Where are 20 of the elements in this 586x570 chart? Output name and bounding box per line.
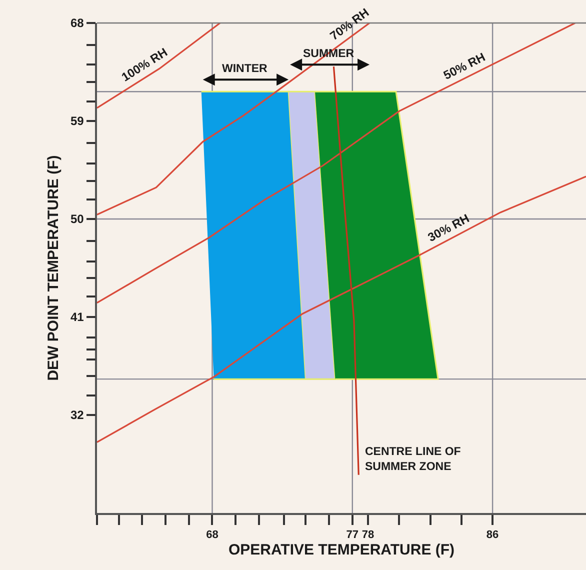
- y-tick-label: 59: [70, 114, 84, 128]
- line-series: [97, 23, 576, 304]
- x-tick-label: 78: [362, 528, 374, 541]
- annotation: WINTER: [222, 63, 268, 75]
- y-tick-label: 68: [70, 16, 84, 30]
- x-tick-label: 68: [206, 528, 218, 541]
- text: 30% RH: [426, 211, 472, 244]
- line-series: [97, 23, 370, 216]
- annotation: CENTRE LINE OF SUMMER ZONE: [365, 446, 461, 473]
- y-axis-title: DEW POINT TEMPERATURE (F): [45, 155, 62, 381]
- text: 50% RH: [441, 50, 488, 82]
- y-tick-label: 41: [70, 310, 84, 324]
- text: 70% RH: [327, 5, 372, 44]
- x-tick-label: 77: [346, 528, 359, 541]
- x-tick-label: 86: [486, 528, 499, 541]
- x-axis-title: OPERATIVE TEMPERATURE (F): [228, 541, 455, 558]
- line-series: [332, 66, 360, 476]
- y-tick-label: 32: [70, 408, 84, 422]
- line-series: [97, 176, 586, 444]
- y-tick-label: 50: [70, 212, 84, 226]
